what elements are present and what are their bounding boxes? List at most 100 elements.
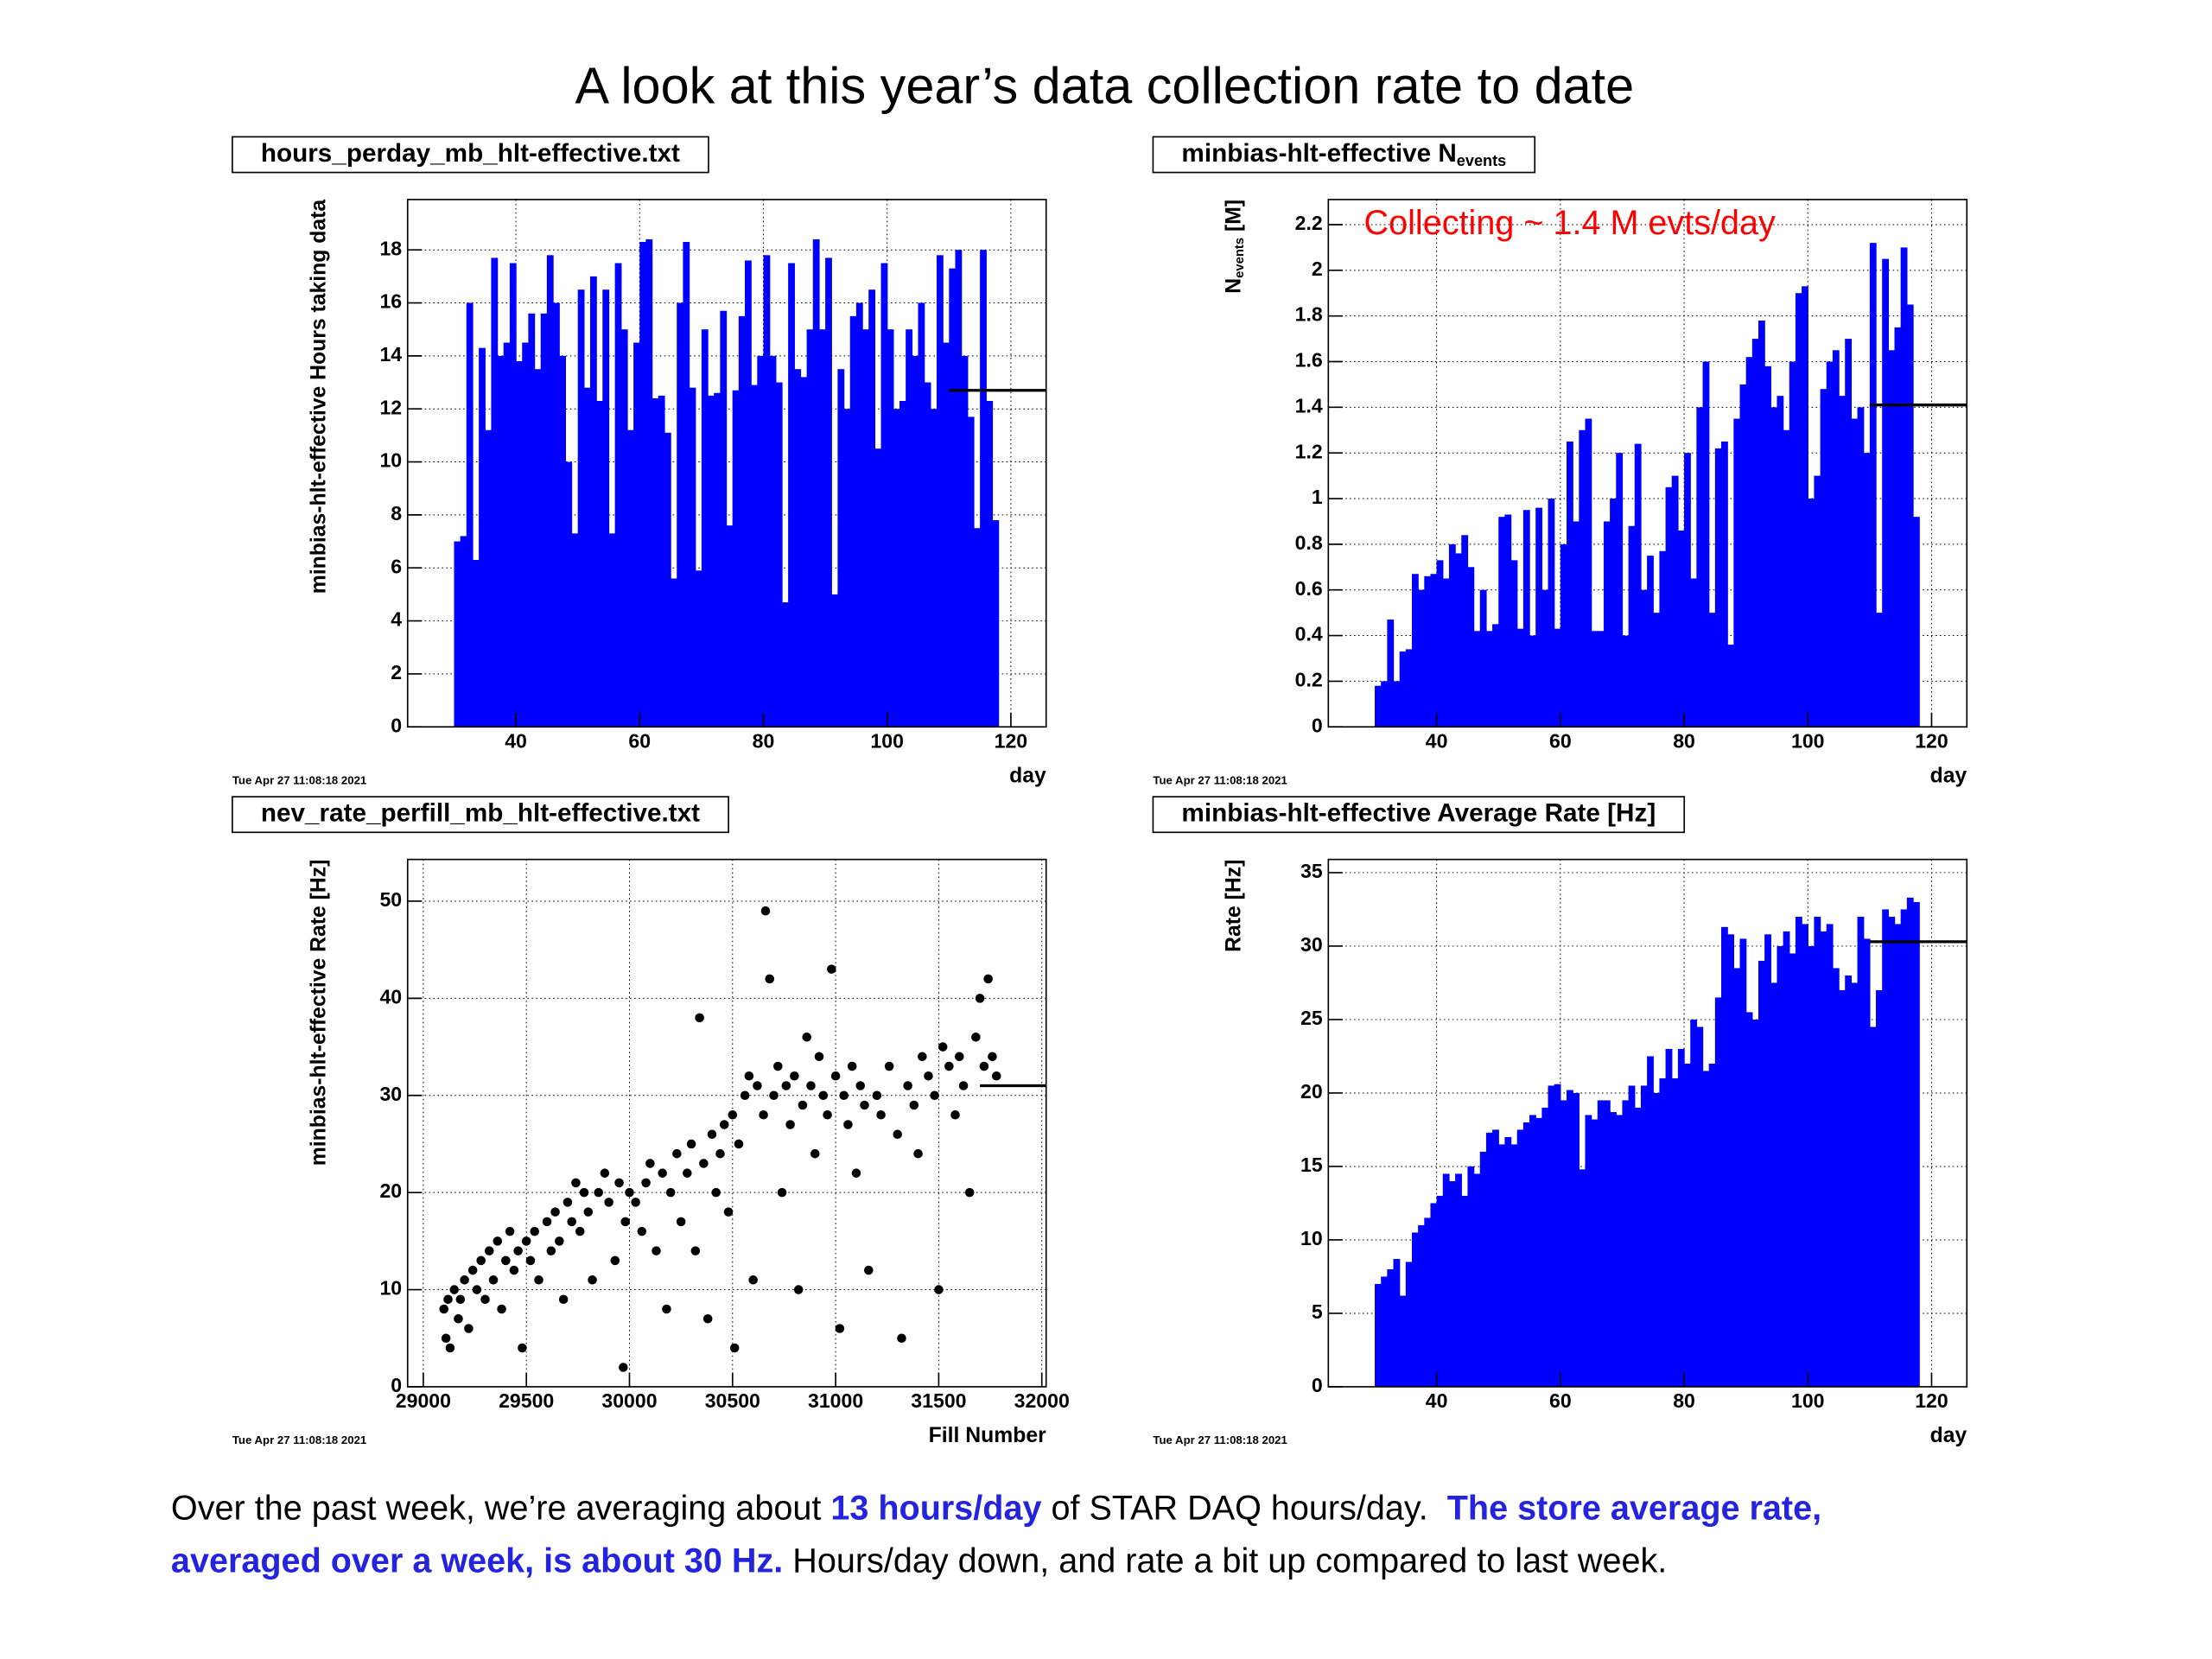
bar (1573, 521, 1580, 728)
point (690, 1246, 701, 1255)
bar (620, 329, 628, 728)
bar (1399, 1295, 1407, 1387)
bar (992, 520, 1000, 728)
bar (589, 276, 597, 728)
bar (1375, 685, 1382, 728)
bar (1653, 1092, 1661, 1387)
point (979, 1061, 989, 1071)
bar (1739, 384, 1747, 728)
y-tick-label: 20 (379, 1179, 402, 1202)
title-box (232, 796, 729, 834)
point (534, 1275, 543, 1285)
point (740, 1090, 750, 1101)
bar (1461, 1195, 1469, 1387)
caption-segment: averaged over a week, is about 30 Hz. (171, 1542, 783, 1580)
bar (671, 578, 677, 728)
point (830, 1071, 841, 1081)
bar (485, 429, 493, 728)
bar (1721, 441, 1728, 728)
caption-segment: of STAR DAQ hours/day. (1042, 1490, 1447, 1528)
bar (1764, 365, 1771, 728)
bar (1424, 575, 1432, 728)
bar (1381, 1276, 1389, 1387)
point (555, 1236, 564, 1246)
chart-title-text: hours_perday_mb_hlt-effective.txt (261, 139, 680, 168)
point (924, 1071, 933, 1081)
bar (1516, 1129, 1524, 1387)
point (620, 1217, 631, 1227)
point (790, 1071, 799, 1081)
point (542, 1217, 552, 1227)
bar (614, 263, 622, 728)
bar (1399, 652, 1407, 728)
bar (843, 409, 851, 728)
bar (1455, 1173, 1462, 1387)
bar (1387, 620, 1395, 728)
bar (1541, 589, 1549, 728)
chart-title-text: minbias-hlt-effective Average Rate [Hz] (1181, 799, 1656, 828)
plot-frame (1327, 199, 1968, 728)
bar (825, 257, 832, 728)
point (631, 1198, 640, 1207)
x-tick-label: 100 (1791, 1389, 1825, 1412)
bar (664, 432, 671, 728)
bar (1436, 1195, 1444, 1387)
bar (1541, 1107, 1549, 1387)
point (702, 1313, 713, 1324)
bar (1739, 938, 1747, 1387)
bar (1430, 1203, 1438, 1387)
bar (1727, 934, 1734, 1387)
bar (1795, 916, 1802, 1387)
x-tick-label: 29000 (396, 1389, 451, 1412)
bar (1479, 1151, 1487, 1387)
point (493, 1236, 503, 1246)
point (571, 1178, 581, 1188)
point (753, 1081, 762, 1090)
point (944, 1061, 954, 1071)
point (604, 1198, 613, 1207)
x-tick-label: 120 (1915, 729, 1948, 752)
y-tick-label: 15 (1300, 1154, 1323, 1176)
bar (1777, 396, 1784, 728)
bar (1504, 1136, 1512, 1387)
point (588, 1275, 597, 1285)
y-tick-label: 2.2 (1295, 212, 1323, 234)
bar (1876, 613, 1883, 728)
bar (1473, 1173, 1481, 1387)
point (839, 1090, 849, 1101)
point (876, 1109, 886, 1120)
point (610, 1255, 620, 1266)
bar (1696, 1027, 1704, 1387)
y-axis-label-sub: events (1233, 238, 1247, 278)
point (513, 1246, 523, 1255)
bar (602, 289, 610, 728)
bar (899, 401, 906, 728)
bar (1504, 514, 1512, 728)
point (645, 1159, 655, 1168)
point (843, 1120, 853, 1129)
point (480, 1294, 490, 1305)
bar (1851, 418, 1859, 728)
point (594, 1187, 603, 1198)
bar (818, 329, 826, 728)
bar (1622, 635, 1630, 728)
x-tick-label: 29500 (499, 1389, 554, 1412)
bar (1640, 1085, 1648, 1387)
point (913, 1148, 923, 1159)
bar (1758, 960, 1765, 1387)
point (583, 1207, 594, 1217)
y-tick-label: 35 (1300, 860, 1323, 882)
point (748, 1275, 758, 1285)
timestamp: Tue Apr 27 11:08:18 2021 (1153, 1433, 1287, 1446)
point (497, 1304, 506, 1314)
bar (1597, 1100, 1605, 1387)
point (445, 1343, 455, 1353)
bar (1795, 293, 1802, 728)
bar (1851, 982, 1859, 1387)
bar (868, 289, 876, 728)
x-tick-label: 100 (1791, 729, 1825, 752)
bar (472, 560, 480, 728)
point (641, 1178, 651, 1188)
bar (961, 355, 969, 728)
